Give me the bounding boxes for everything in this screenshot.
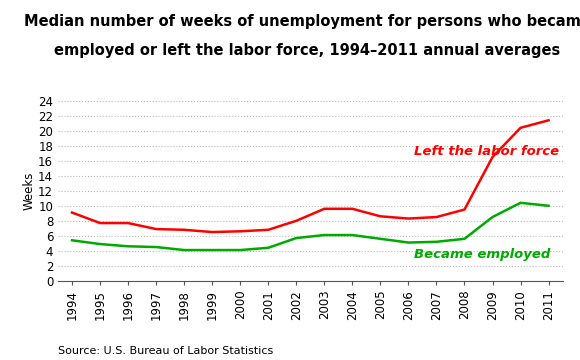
Text: Source: U.S. Bureau of Labor Statistics: Source: U.S. Bureau of Labor Statistics <box>58 346 273 356</box>
Text: Median number of weeks of unemployment for persons who became: Median number of weeks of unemployment f… <box>24 14 580 30</box>
Text: employed or left the labor force, 1994–2011 annual averages: employed or left the labor force, 1994–2… <box>55 43 560 58</box>
Y-axis label: Weeks: Weeks <box>23 172 35 210</box>
Text: Left the labor force: Left the labor force <box>414 145 559 158</box>
Text: Became employed: Became employed <box>414 248 550 261</box>
